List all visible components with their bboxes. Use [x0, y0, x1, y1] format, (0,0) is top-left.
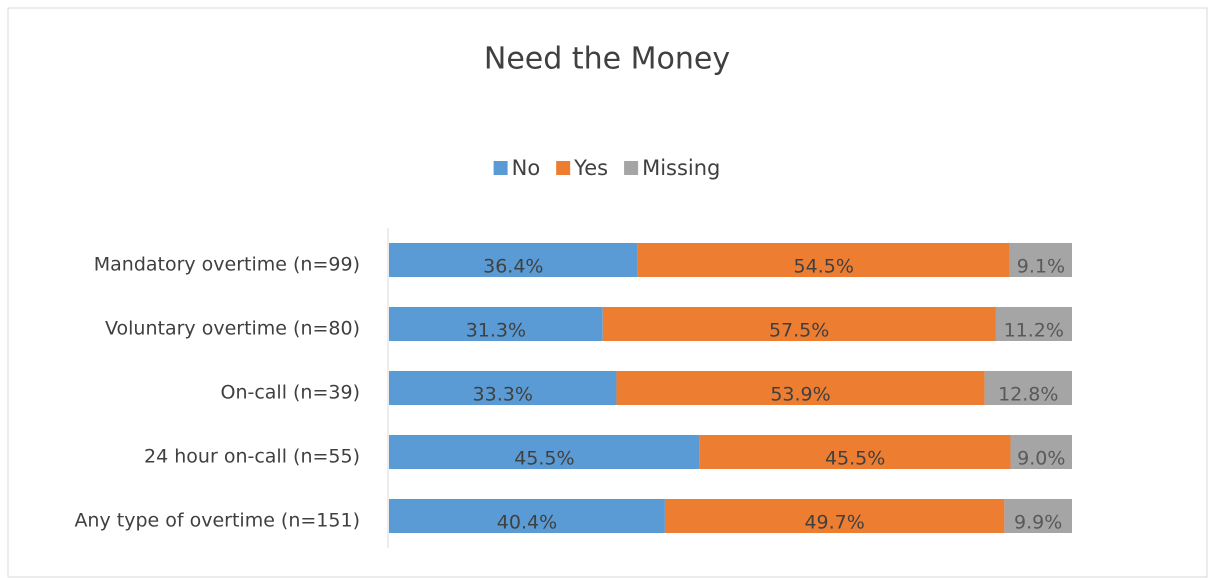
bar-segment	[995, 307, 1072, 341]
bar-segment	[637, 243, 1010, 277]
legend-swatch	[493, 161, 508, 175]
legend-label: Yes	[573, 156, 608, 180]
data-label: 53.9%	[770, 384, 830, 406]
bar-segment	[1010, 435, 1072, 469]
bar-segment	[699, 435, 1011, 469]
bar-segment	[616, 371, 985, 405]
category-label: Any type of overtime (n=151)	[74, 510, 360, 532]
bar-segment	[389, 499, 665, 533]
legend-swatch	[624, 161, 639, 175]
data-label: 33.3%	[473, 384, 533, 406]
bar-segment	[984, 371, 1072, 405]
data-label: 9.1%	[1017, 256, 1065, 278]
bar-segment	[602, 307, 996, 341]
data-label: 40.4%	[497, 512, 557, 534]
legend-label: Missing	[642, 156, 720, 180]
data-label: 9.0%	[1017, 448, 1065, 470]
bar-segment	[389, 435, 700, 469]
chart-title: Need the Money	[484, 42, 730, 77]
bar-segment	[1009, 243, 1072, 277]
data-label: 45.5%	[514, 448, 574, 470]
category-label: On-call (n=39)	[220, 382, 360, 404]
bar-segment	[389, 371, 617, 405]
bar-segment	[1004, 499, 1072, 533]
data-label: 9.9%	[1014, 512, 1062, 534]
chart-frame	[7, 7, 1208, 578]
legend-label: No	[512, 156, 541, 180]
data-label: 11.2%	[1004, 320, 1064, 342]
category-label: 24 hour on-call (n=55)	[144, 446, 360, 468]
data-label: 45.5%	[825, 448, 885, 470]
data-label: 31.3%	[466, 320, 526, 342]
category-label: Mandatory overtime (n=99)	[94, 254, 360, 276]
bar-segment	[389, 243, 638, 277]
category-label: Voluntary overtime (n=80)	[105, 318, 360, 340]
legend-swatch	[556, 161, 571, 175]
data-label: 36.4%	[483, 256, 543, 278]
bar-segment	[389, 307, 603, 341]
data-label: 54.5%	[794, 256, 854, 278]
bar-segment	[664, 499, 1005, 533]
data-label: 12.8%	[998, 384, 1058, 406]
data-label: 57.5%	[769, 320, 829, 342]
data-label: 49.7%	[804, 512, 864, 534]
